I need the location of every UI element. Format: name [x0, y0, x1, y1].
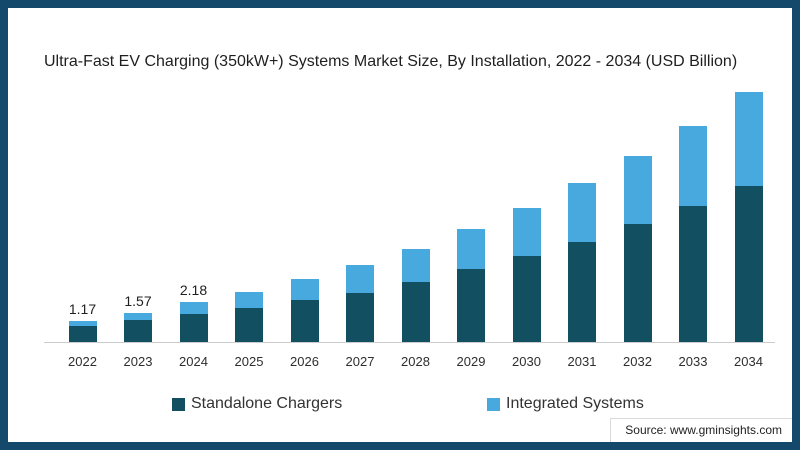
bar-group-2031: [568, 183, 596, 342]
integrated-systems-segment-2034: [734, 92, 763, 187]
standalone-chargers-segment-2031: [568, 241, 596, 342]
x-axis-line: [44, 342, 775, 343]
x-tick-label-2028: 2028: [401, 354, 430, 369]
x-tick-label-2033: 2033: [678, 354, 708, 369]
x-tick-label-2027: 2027: [345, 354, 375, 369]
bar-group-2023: [124, 313, 152, 342]
x-tick-label-2026: 2026: [290, 354, 319, 369]
legend-label-integrated-systems: Integrated Systems: [506, 395, 644, 412]
legend-swatch-standalone-chargers: [172, 397, 185, 411]
standalone-chargers-segment-2034: [734, 186, 763, 342]
integrated-systems-segment-2025: [235, 291, 263, 308]
standalone-chargers-segment-2023: [124, 320, 152, 342]
bar-group-2030: [512, 207, 541, 342]
standalone-chargers-segment-2033: [679, 206, 707, 342]
integrated-systems-segment-2033: [679, 125, 707, 207]
standalone-chargers-segment-2026: [290, 300, 319, 342]
bar-value-label-2022: 1.17: [68, 300, 97, 317]
x-tick-label-2034: 2034: [734, 354, 763, 369]
integrated-systems-segment-2023: [124, 313, 152, 320]
x-tick-label-2030: 2030: [512, 354, 541, 369]
bar-group-2027: [346, 265, 374, 342]
x-tick-label-2032: 2032: [623, 354, 652, 369]
integrated-systems-segment-2031: [568, 183, 596, 242]
x-tick-label-2031: 2031: [567, 354, 597, 369]
x-tick-label-2025: 2025: [234, 354, 264, 369]
integrated-systems-segment-2026: [290, 278, 319, 301]
integrated-systems-segment-2022: [68, 320, 97, 326]
x-tick-label-2022: 2022: [68, 354, 97, 369]
bar-group-2022: [68, 320, 97, 342]
standalone-chargers-segment-2024: [179, 314, 208, 342]
standalone-chargers-segment-2032: [623, 224, 652, 342]
plot-area: 2022 1.17 2023 1.57 2024 2.18 2025 2026 2027 2028…: [8, 8, 792, 442]
standalone-chargers-segment-2027: [346, 292, 374, 342]
bar-group-2026: [290, 278, 319, 342]
legend-label-standalone-chargers: Standalone Chargers: [191, 395, 343, 412]
integrated-systems-segment-2030: [512, 207, 541, 256]
integrated-systems-segment-2032: [623, 155, 652, 225]
x-tick-label-2024: 2024: [179, 354, 208, 369]
chart-title: Ultra-Fast EV Charging (350kW+) Systems …: [44, 53, 738, 70]
x-tick-label-2029: 2029: [456, 354, 486, 369]
x-tick-label-2023: 2023: [123, 354, 153, 369]
legend-item-integrated-systems: Integrated Systems: [487, 395, 644, 413]
bar-group-2032: [623, 155, 652, 342]
integrated-systems-segment-2027: [346, 265, 374, 293]
integrated-systems-segment-2029: [457, 228, 485, 269]
bar-group-2034: [734, 92, 763, 342]
bar-value-label-2023: 1.57: [124, 293, 152, 310]
standalone-chargers-segment-2028: [401, 281, 430, 342]
bar-group-2028: [401, 248, 430, 342]
standalone-chargers-segment-2030: [512, 255, 541, 342]
legend-swatch-integrated-systems: [487, 397, 500, 411]
standalone-chargers-segment-2029: [457, 268, 485, 342]
source-credit: Source: www.gminsights.com: [610, 418, 792, 442]
integrated-systems-segment-2024: [179, 302, 208, 314]
bar-value-label-2024: 2.18: [179, 282, 208, 299]
bar-group-2025: [235, 291, 263, 342]
integrated-systems-segment-2028: [401, 248, 430, 282]
bar-group-2033: [679, 125, 707, 342]
standalone-chargers-segment-2022: [68, 325, 97, 342]
standalone-chargers-segment-2025: [235, 307, 263, 342]
legend-item-standalone-chargers: Standalone Chargers: [172, 395, 342, 413]
bar-group-2024: [179, 302, 208, 342]
bar-group-2029: [457, 228, 485, 342]
